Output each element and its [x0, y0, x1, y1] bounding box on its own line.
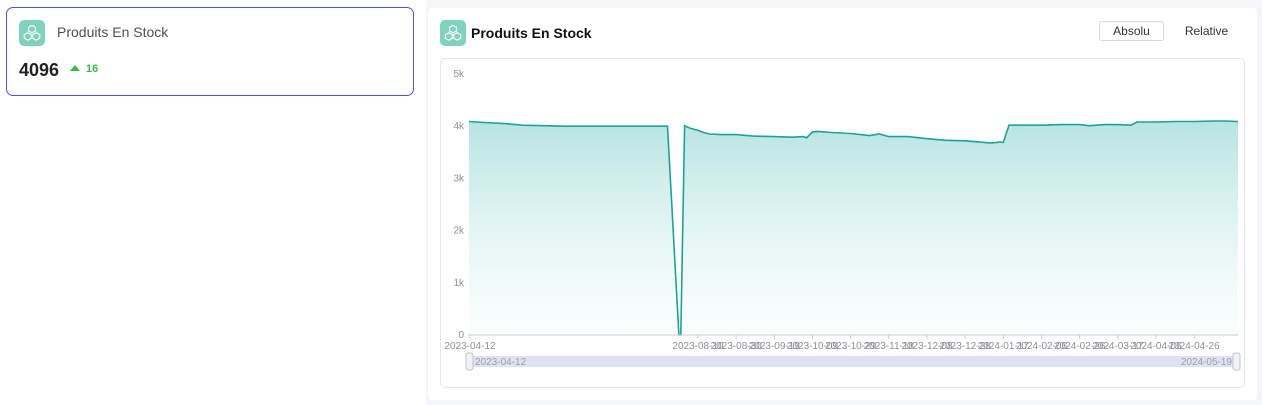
x-tick-label: 2023-11-18	[864, 341, 915, 352]
x-tick-label: 2023-08-30	[711, 341, 763, 352]
zoom-track[interactable]	[470, 356, 1236, 367]
x-tick-label: 2023-08-10	[672, 341, 724, 352]
y-axis: 0 1k 2k 3k 4k 5k	[453, 69, 465, 341]
x-tick-label: 2023-10-09	[787, 341, 839, 352]
series-line	[468, 120, 1239, 336]
y-tick-label: 2k	[453, 226, 465, 237]
x-tick-label: 2023-12-28	[940, 341, 992, 352]
y-tick-label: 3k	[453, 173, 465, 184]
x-tick-label: 2024-01-17	[978, 341, 1030, 352]
x-tick-label: 2024-02-06	[1016, 341, 1068, 352]
x-axis: 2023-04-12 2023-08-102023-08-302023-09-19…	[444, 335, 1220, 352]
x-tick-label: 2024-03-17	[1092, 341, 1144, 352]
zoom-slider[interactable]: 2023-04-12 2024-05-19	[465, 352, 1241, 371]
y-tick-label: 5k	[453, 69, 465, 80]
series-area	[469, 121, 1238, 335]
y-tick-label: 1k	[453, 278, 465, 289]
zoom-end-label: 2024-05-19	[1181, 357, 1233, 368]
arrow-up-icon	[70, 65, 80, 71]
relative-button[interactable]: Relative	[1184, 24, 1229, 38]
panel-title: Produits En Stock	[471, 25, 592, 41]
x-tick-label: 2023-10-29	[825, 341, 877, 352]
y-tick-label: 0	[458, 330, 464, 341]
kpi-value: 4096	[19, 60, 60, 80]
x-tick-label: 2023-09-19	[749, 341, 801, 352]
x-tick-label: 2023-12-08	[901, 341, 953, 352]
zoom-start-label: 2023-04-12	[475, 357, 527, 368]
kpi-delta: 16	[70, 63, 98, 75]
boxes-icon	[440, 20, 466, 46]
x-tick-label: 2024-04-06	[1130, 341, 1182, 352]
zoom-handle-left[interactable]	[465, 352, 474, 371]
kpi-title: Produits En Stock	[57, 24, 169, 40]
zoom-handle-right[interactable]	[1232, 352, 1241, 371]
kpi-card-stock[interactable]: Produits En Stock 4096 16	[6, 7, 414, 96]
absolu-button[interactable]: Absolu	[1099, 21, 1164, 41]
y-tick-label: 4k	[453, 121, 465, 132]
left-column: Produits En Stock 4096 16	[0, 0, 426, 405]
boxes-icon	[19, 20, 45, 46]
kpi-delta-value: 16	[86, 63, 99, 75]
x-tick-label: 2023-04-12	[444, 341, 496, 352]
plot-frame	[440, 58, 1245, 388]
stock-chart: 0 1k 2k 3k 4k 5k 2023-04-12 2023-08-102023-08-…	[444, 69, 1241, 371]
x-tick-label: 2024-04-26	[1169, 341, 1221, 352]
x-tick-label: 2024-02-26	[1054, 341, 1106, 352]
